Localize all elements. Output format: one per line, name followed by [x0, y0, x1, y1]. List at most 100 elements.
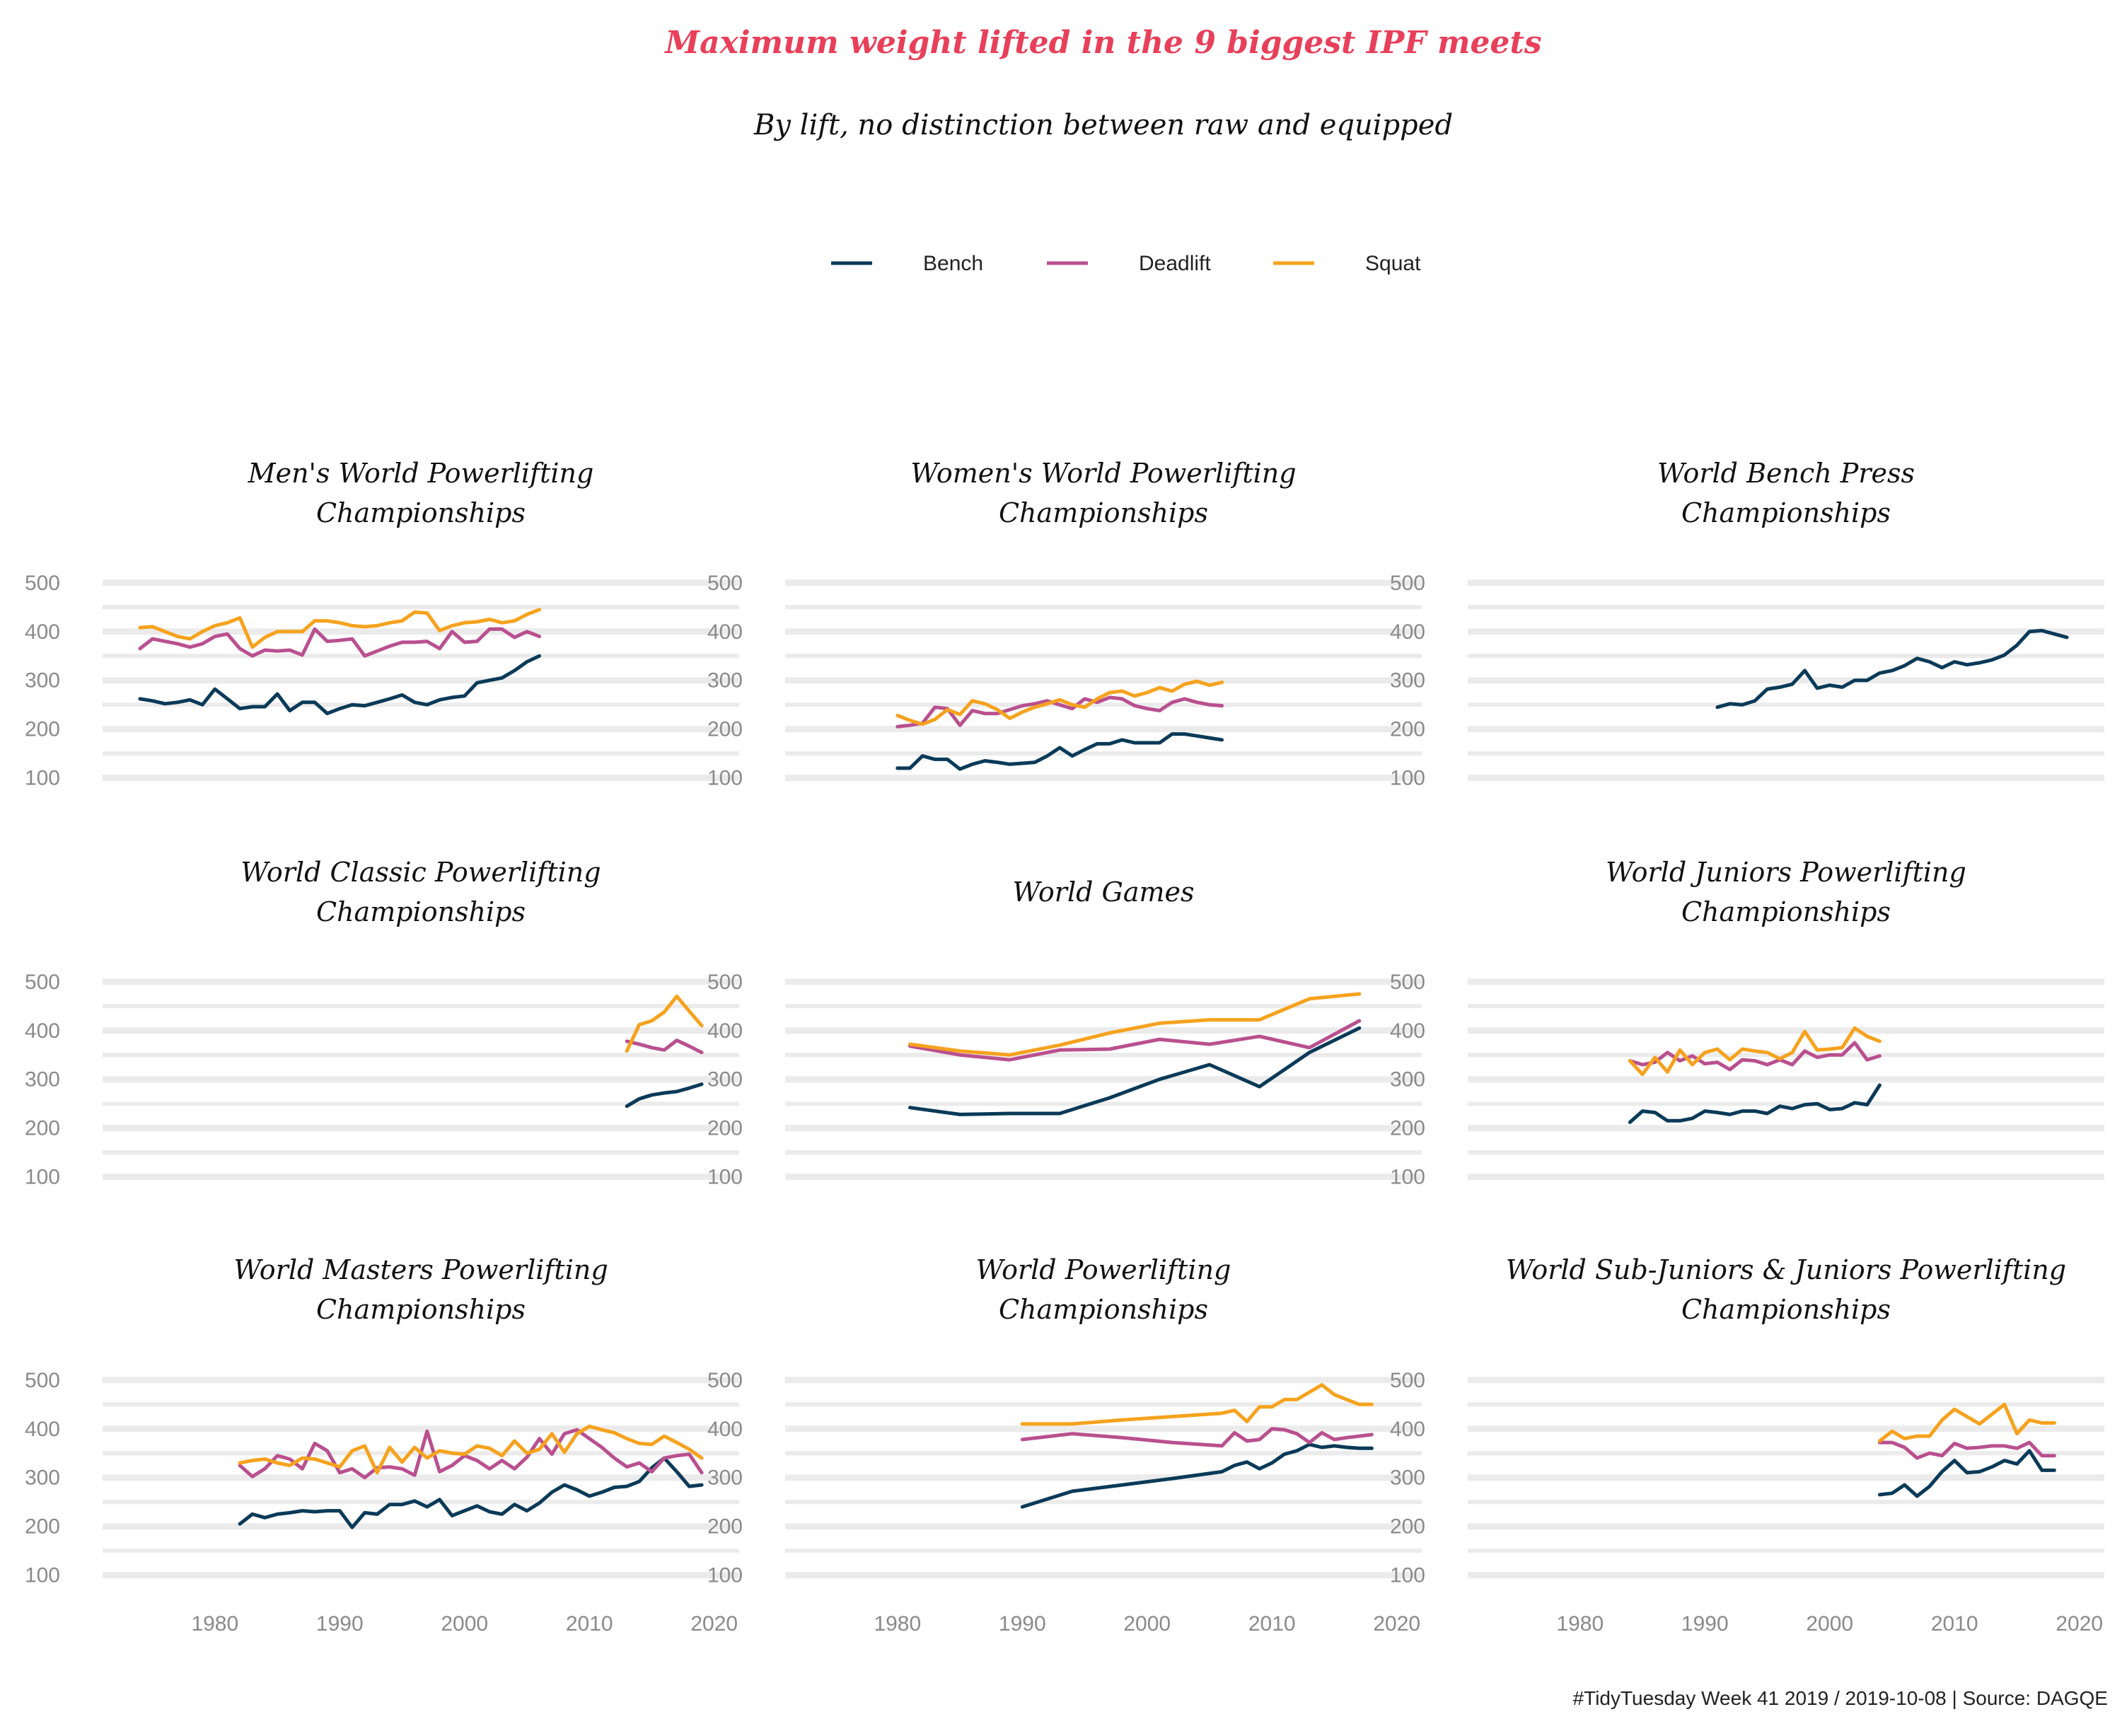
- y-tick-label: 400: [1390, 1418, 1425, 1441]
- y-tick-label: 500: [25, 971, 60, 994]
- y-tick-label: 300: [25, 669, 60, 693]
- series-line-bench: [1877, 1449, 2056, 1498]
- series-line-bench: [1715, 628, 2069, 710]
- series-line-squat: [1628, 1026, 1882, 1077]
- y-tick-label: 200: [707, 1515, 743, 1539]
- y-tick-label: 400: [25, 620, 60, 644]
- y-axis: 100 200 300 400 500: [1390, 1369, 1425, 1587]
- x-tick-label: 2010: [566, 1612, 613, 1636]
- series-line-squat: [138, 608, 542, 649]
- facet-title-line: Championships: [316, 1294, 526, 1325]
- facet-title: World Bench Press Championships: [1657, 458, 1915, 528]
- y-tick-label: 500: [25, 572, 60, 595]
- series-line-deadlift: [625, 1038, 704, 1055]
- x-tick-label: 1990: [316, 1612, 364, 1636]
- facet-title-line: World Juniors Powerlifting: [1606, 857, 1966, 888]
- x-tick-label: 2000: [1123, 1612, 1171, 1636]
- series-line-squat: [895, 679, 1224, 727]
- series-line-squat: [908, 992, 1362, 1057]
- facet-title-line: World Powerlifting: [976, 1254, 1231, 1285]
- series-line-deadlift: [1877, 1440, 2056, 1460]
- facet-title: Women's World Powerlifting Championships: [910, 458, 1296, 528]
- facet-panel: World Classic Powerlifting Championships 1…: [25, 857, 739, 1189]
- series-line-deadlift: [238, 1428, 704, 1480]
- y-tick-label: 300: [707, 1068, 743, 1092]
- y-tick-label: 400: [707, 620, 743, 644]
- y-axis: 100 200 300 400 500: [707, 1369, 743, 1587]
- x-axis: 1980 1990 2000 2010 2020: [1556, 1612, 2103, 1636]
- y-tick-label: 300: [707, 669, 743, 693]
- facet-title-line: Championships: [1681, 497, 1891, 528]
- series-group: [895, 679, 1224, 771]
- x-tick-label: 2020: [690, 1612, 738, 1636]
- series-line-deadlift: [908, 1019, 1362, 1062]
- y-tick-label: 100: [1390, 1564, 1425, 1587]
- facet-title-line: Championships: [999, 497, 1208, 528]
- facet-panel: World Powerlifting Championships 100 200 300…: [707, 1254, 1422, 1636]
- gridlines: [103, 978, 739, 1181]
- y-tick-label: 200: [25, 1117, 60, 1140]
- y-tick-label: 500: [707, 572, 743, 595]
- facet-panel: World Masters Powerlifting Championships 1…: [25, 1254, 739, 1636]
- y-tick-label: 500: [707, 1369, 743, 1392]
- chart-subtitle: By lift, no distinction between raw and …: [753, 109, 1453, 141]
- facet-title-line: Championships: [316, 497, 526, 528]
- y-axis: 100 200 300 400 500: [707, 572, 743, 790]
- facet-title-line: World Masters Powerlifting: [233, 1254, 608, 1285]
- x-tick-label: 2010: [1248, 1612, 1296, 1636]
- y-tick-label: 500: [25, 1369, 60, 1392]
- facet-title-line: Championships: [999, 1294, 1208, 1325]
- y-tick-label: 200: [25, 718, 60, 741]
- facet-title-line: Championships: [1681, 1294, 1891, 1325]
- series-group: [1715, 628, 2069, 710]
- x-tick-label: 2000: [441, 1612, 488, 1636]
- series-line-bench: [625, 1082, 704, 1109]
- y-tick-label: 400: [707, 1019, 743, 1043]
- series-line-deadlift: [1020, 1427, 1374, 1448]
- x-tick-label: 2020: [1373, 1612, 1420, 1636]
- y-tick-label: 100: [1390, 767, 1425, 790]
- y-axis: 100 200 300 400 500: [707, 971, 743, 1189]
- facet-grid: Men's World Powerlifting Championships 100…: [25, 458, 2104, 1636]
- y-tick-label: 100: [707, 1166, 743, 1189]
- legend-label-squat: Squat: [1365, 252, 1421, 275]
- y-tick-label: 100: [25, 1564, 60, 1587]
- y-tick-label: 200: [1390, 718, 1425, 741]
- y-tick-label: 400: [1390, 1019, 1425, 1043]
- y-tick-label: 200: [1390, 1117, 1425, 1140]
- facet-title-line: Men's World Powerlifting: [248, 458, 594, 489]
- facet-title-line: Championships: [316, 896, 526, 927]
- y-tick-label: 100: [1390, 1166, 1425, 1189]
- y-tick-label: 100: [707, 767, 743, 790]
- facet-title: World Classic Powerlifting Championships: [240, 857, 601, 927]
- y-tick-label: 500: [707, 971, 743, 994]
- y-tick-label: 300: [1390, 1466, 1425, 1490]
- y-tick-label: 100: [25, 767, 60, 790]
- facet-title-line: Championships: [1681, 896, 1891, 927]
- y-tick-label: 300: [25, 1466, 60, 1490]
- legend-item-squat: Squat: [1273, 252, 1421, 275]
- y-tick-label: 300: [1390, 669, 1425, 693]
- series-line-deadlift: [1628, 1041, 1882, 1072]
- facet-panel: World Juniors Powerlifting Championships 1…: [1390, 857, 2104, 1189]
- y-tick-label: 100: [707, 1564, 743, 1587]
- series-line-squat: [1020, 1383, 1374, 1426]
- facet-title: World Games: [1012, 876, 1194, 908]
- x-axis: 1980 1990 2000 2010 2020: [191, 1612, 738, 1636]
- series-group: [1628, 1026, 1882, 1124]
- facet-title-line: Women's World Powerlifting: [910, 458, 1296, 489]
- series-line-bench: [1628, 1083, 1882, 1124]
- series-group: [625, 995, 704, 1109]
- series-line-bench: [1020, 1442, 1374, 1509]
- y-tick-label: 300: [1390, 1068, 1425, 1092]
- gridlines: [1468, 1377, 2104, 1579]
- legend-item-deadlift: Deadlift: [1047, 252, 1211, 275]
- gridlines: [785, 579, 1422, 782]
- series-line-deadlift: [138, 627, 542, 658]
- facet-title: World Juniors Powerlifting Championships: [1606, 857, 1966, 927]
- x-tick-label: 1990: [1681, 1612, 1729, 1636]
- series-group: [1020, 1383, 1374, 1509]
- gridlines: [785, 1377, 1422, 1579]
- facet-title: World Powerlifting Championships: [976, 1254, 1231, 1325]
- series-line-bench: [895, 732, 1224, 771]
